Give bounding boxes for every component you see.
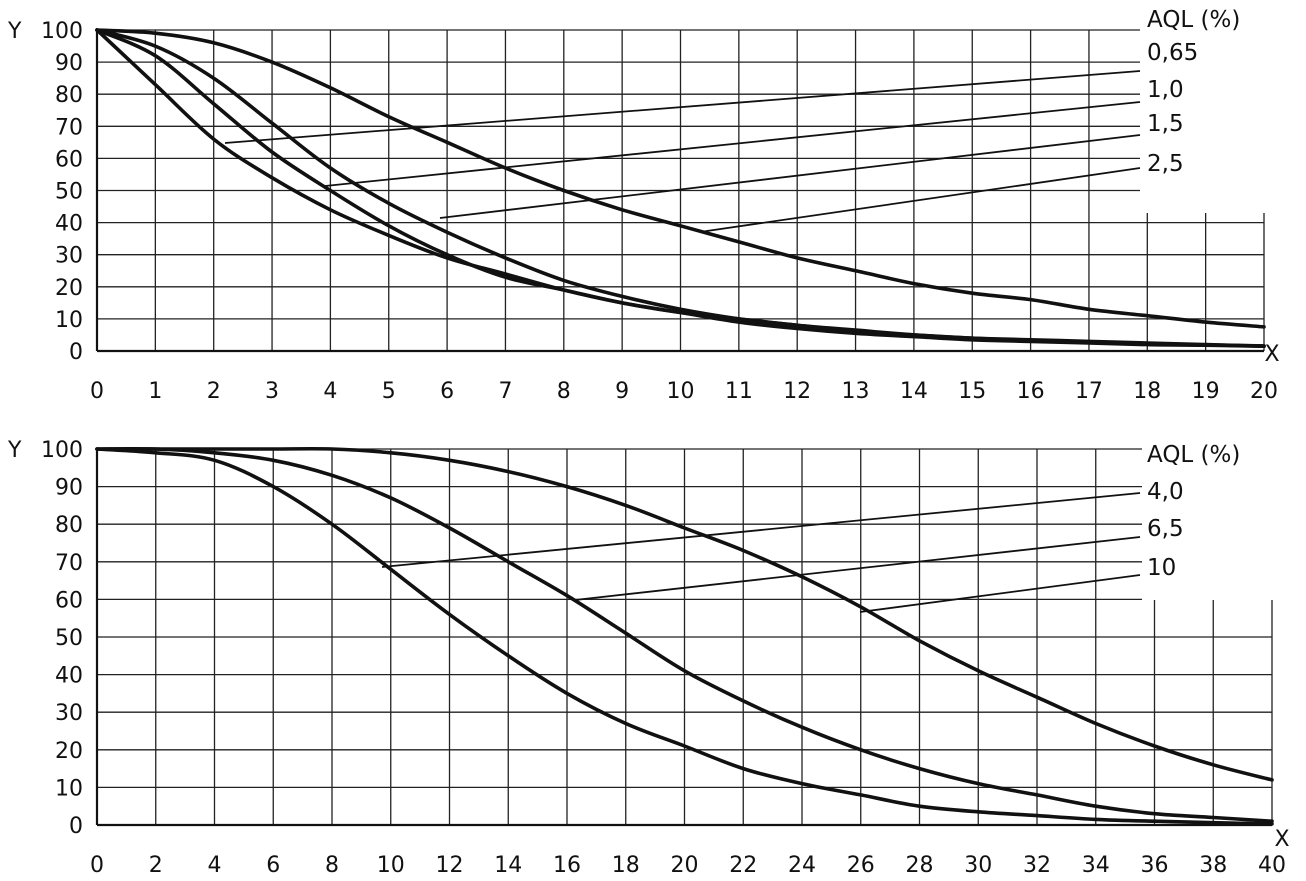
x-tick-label: 4 [208, 853, 222, 878]
legend-label-aql-0-65: 0,65 [1147, 40, 1198, 66]
x-tick-label: 18 [612, 853, 640, 878]
x-tick-label: 11 [725, 379, 753, 404]
x-tick-label: 12 [783, 379, 811, 404]
chart-bottom: 0 2 4 6 8 10 12 14 16 18 20 22 24 26 28 30 32 34 36 38 40010… [7, 438, 1290, 878]
leader-line-aql-4-0 [381, 492, 1141, 568]
y-tick-label: 100 [41, 19, 83, 44]
legend-label-aql-2-5: 2,5 [1147, 151, 1184, 177]
x-tick-label: 26 [847, 853, 875, 878]
legend-label-aql-4-0: 4,0 [1147, 479, 1184, 505]
x-tick-label: 15 [958, 379, 986, 404]
x-tick-label: 6 [440, 379, 454, 404]
y-tick-label: 20 [55, 276, 83, 301]
x-tick-label: 8 [557, 379, 571, 404]
x-tick-label: 20 [671, 853, 699, 878]
y-tick-label: 30 [55, 701, 83, 726]
x-tick-label: 5 [382, 379, 396, 404]
chart-top: 0 1 2 3 4 5 6 7 8 9 10 11 12 13 14 15 16 17 18 19 2001020304… [7, 7, 1280, 404]
legend-label-aql-1-5: 1,5 [1147, 111, 1184, 137]
x-tick-label: 24 [788, 853, 816, 878]
x-tick-label: 32 [1023, 853, 1051, 878]
x-tick-label: 10 [377, 853, 405, 878]
x-tick-label: 13 [842, 379, 870, 404]
x-tick-label: 9 [615, 379, 629, 404]
x-tick-label: 0 [90, 379, 104, 404]
y-tick-label: 60 [55, 147, 83, 172]
legend-label-aql-1-0: 1,0 [1147, 77, 1184, 103]
x-tick-label: 36 [1141, 853, 1169, 878]
leader-line-aql-10 [859, 574, 1141, 613]
y-tick-label: 20 [55, 739, 83, 764]
y-tick-label: 40 [55, 664, 83, 689]
x-tick-label: 8 [325, 853, 339, 878]
x-tick-label: 28 [906, 853, 934, 878]
y-tick-label: 0 [69, 340, 83, 365]
leader-line-aql-1-5 [439, 134, 1141, 219]
series-line-aql-2-5 [95, 28, 1266, 329]
x-tick-label: 6 [266, 853, 280, 878]
y-tick-label: 50 [55, 626, 83, 651]
y-tick-label: 10 [55, 776, 83, 801]
leader-line-aql-2-5 [699, 167, 1141, 233]
y-tick-label: 0 [69, 814, 83, 839]
x-tick-label: 1 [148, 379, 162, 404]
x-tick-label: 16 [1017, 379, 1045, 404]
y-tick-label: 30 [55, 244, 83, 269]
x-tick-label: 14 [494, 853, 522, 878]
legend-label-aql-6-5: 6,5 [1147, 516, 1184, 542]
series-line-aql-4-0 [95, 447, 1274, 826]
x-tick-label: 14 [900, 379, 928, 404]
x-tick-label: 34 [1082, 853, 1110, 878]
legend-title: AQL (%) [1147, 442, 1240, 468]
leader-line-aql-0-65 [224, 70, 1141, 144]
x-tick-label: 40 [1258, 853, 1286, 878]
series-line-aql-6-5 [95, 446, 1274, 823]
y-tick-label: 80 [55, 513, 83, 538]
y-tick-label: 70 [55, 115, 83, 140]
y-axis-label: Y [7, 19, 22, 44]
y-tick-label: 100 [41, 438, 83, 463]
y-tick-label: 80 [55, 83, 83, 108]
x-tick-label: 2 [149, 853, 163, 878]
leader-line-aql-6-5 [574, 536, 1141, 601]
x-tick-label: 20 [1250, 379, 1278, 404]
x-tick-label: 17 [1075, 379, 1103, 404]
legend-label-aql-10: 10 [1147, 555, 1176, 581]
leader-line-aql-1-0 [324, 101, 1141, 187]
y-axis-label: Y [7, 438, 22, 463]
y-tick-label: 40 [55, 212, 83, 237]
x-tick-label: 19 [1192, 379, 1220, 404]
x-tick-label: 38 [1199, 853, 1227, 878]
x-tick-label: 16 [553, 853, 581, 878]
y-tick-label: 70 [55, 551, 83, 576]
x-tick-label: 0 [90, 853, 104, 878]
series-line-aql-1-5 [95, 28, 1266, 348]
x-tick-label: 12 [436, 853, 464, 878]
y-tick-label: 60 [55, 588, 83, 613]
y-tick-label: 90 [55, 51, 83, 76]
x-tick-label: 3 [265, 379, 279, 404]
series-line-aql-10 [95, 446, 1274, 782]
x-axis-label: X [1264, 342, 1279, 367]
y-tick-label: 90 [55, 476, 83, 501]
x-tick-label: 2 [207, 379, 221, 404]
x-tick-label: 7 [498, 379, 512, 404]
x-axis-label: X [1274, 827, 1289, 852]
x-tick-label: 18 [1133, 379, 1161, 404]
y-tick-label: 50 [55, 180, 83, 205]
x-tick-label: 10 [667, 379, 695, 404]
y-tick-label: 10 [55, 308, 83, 333]
x-tick-label: 30 [964, 853, 992, 878]
x-tick-label: 22 [729, 853, 757, 878]
x-tick-label: 4 [323, 379, 337, 404]
legend-title: AQL (%) [1147, 7, 1240, 33]
